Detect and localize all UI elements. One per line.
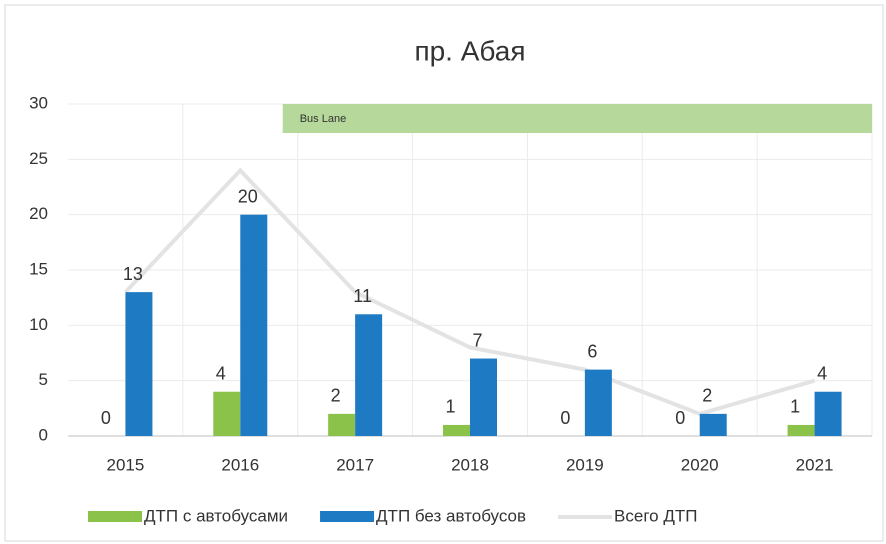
bar <box>814 391 842 436</box>
data-label: 11 <box>353 286 372 306</box>
bar <box>213 391 241 436</box>
bar <box>787 424 815 436</box>
data-label: 2 <box>331 386 341 406</box>
bar <box>699 413 727 436</box>
data-label: 2 <box>702 386 712 406</box>
x-tick-label: 2015 <box>107 455 145 474</box>
x-tick-label: 2020 <box>681 455 719 474</box>
x-tick-label: 2021 <box>796 455 834 474</box>
y-tick-label: 30 <box>29 93 48 112</box>
bar <box>584 369 612 436</box>
y-tick-label: 0 <box>39 425 48 444</box>
y-tick-label: 10 <box>29 315 48 334</box>
data-label: 4 <box>216 363 226 383</box>
legend-label: Всего ДТП <box>614 506 697 525</box>
bar <box>355 314 383 436</box>
x-tick-label: 2016 <box>221 455 259 474</box>
data-label: 13 <box>123 264 143 284</box>
data-label: 7 <box>472 330 482 350</box>
y-tick-label: 5 <box>39 370 48 389</box>
data-label: 4 <box>817 363 827 383</box>
annotation-label: Bus Lane <box>300 113 346 125</box>
x-tick-label: 2017 <box>336 455 374 474</box>
data-label: 20 <box>238 186 258 206</box>
data-label: 0 <box>675 408 685 428</box>
legend-swatch <box>88 511 142 522</box>
chart-border <box>4 4 884 542</box>
bar <box>240 214 268 436</box>
bar <box>125 292 153 436</box>
data-label: 0 <box>101 408 111 428</box>
annotation-band <box>282 104 872 133</box>
data-label: 1 <box>445 397 455 417</box>
x-tick-label: 2018 <box>451 455 489 474</box>
bar <box>470 358 497 436</box>
x-tick-label: 2019 <box>566 455 604 474</box>
bar <box>443 424 470 436</box>
y-tick-label: 25 <box>29 149 48 168</box>
data-label: 6 <box>587 341 597 361</box>
chart-title: пр. Абая <box>414 35 525 66</box>
data-label: 1 <box>790 397 800 417</box>
data-label: 0 <box>560 408 570 428</box>
bar <box>328 413 356 436</box>
legend-label: ДТП без автобусов <box>376 506 526 525</box>
legend-label: ДТП с автобусами <box>144 506 288 525</box>
y-tick-label: 15 <box>29 259 48 278</box>
y-tick-label: 20 <box>29 204 48 223</box>
legend-swatch <box>320 511 375 522</box>
